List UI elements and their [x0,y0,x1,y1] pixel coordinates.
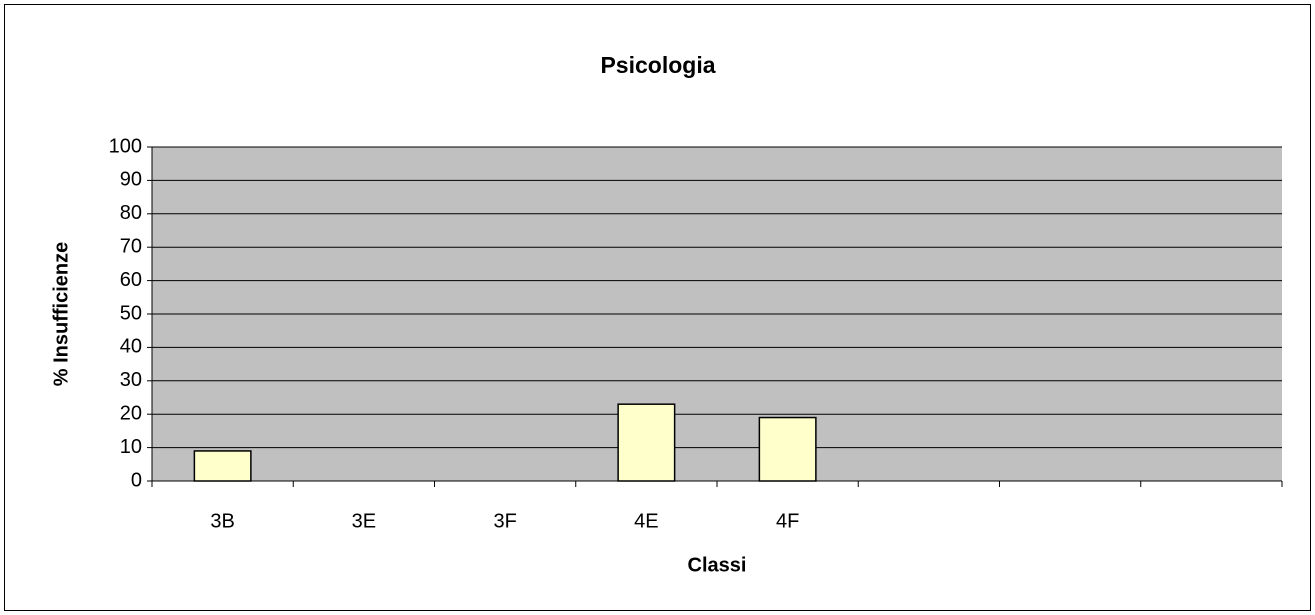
bar [193,450,252,482]
y-tick-label: 50 [120,302,142,324]
y-tick-label: 0 [131,469,142,491]
y-tick-label: 90 [120,169,142,191]
y-tick-label: 100 [109,135,142,157]
x-tick-label: 3B [210,510,234,532]
bar [758,416,817,482]
y-tick-label: 30 [120,369,142,391]
x-tick-label: 3F [493,510,516,532]
x-tick-label: 4E [634,510,658,532]
y-tick-label: 70 [120,235,142,257]
x-tick-label: 4F [776,510,799,532]
bar [617,403,676,482]
y-axis-label: % Insufficienze [50,242,72,386]
chart-title: Psicologia [600,52,715,78]
y-tick-label: 60 [120,269,142,291]
x-axis-label: Classi [688,554,747,576]
y-tick-label: 40 [120,336,142,358]
y-tick-label: 20 [120,402,142,424]
y-tick-label: 10 [120,436,142,458]
y-tick-label: 80 [120,202,142,224]
x-tick-label: 3E [352,510,376,532]
